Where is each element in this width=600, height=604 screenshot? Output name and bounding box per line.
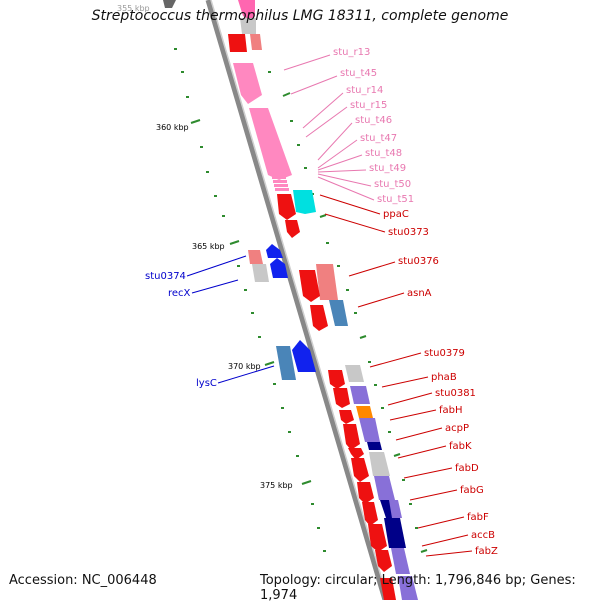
label-stu-t47: stu_t47 [360,133,397,144]
label-recX: recX [168,288,191,299]
gene-acpP [359,418,380,442]
label-phaB: phaB [431,372,457,383]
gene-fabD-red [351,458,369,482]
gene-acpP-red [343,424,360,450]
label-fabZ: fabZ [475,546,498,557]
rna-stu-r13 [233,63,262,104]
scale-label-365: 365 kbp [192,242,225,251]
scale-label-375: 375 kbp [260,481,293,490]
gene-fabF-red [362,502,378,526]
scale-label-355: 355 kbp [117,4,150,13]
gene-asnA [329,300,348,326]
label-stu0379: stu0379 [424,348,465,359]
gene-block-top-salmon [250,34,262,50]
scale-labels: 355 kbp 360 kbp 365 kbp 370 kbp 375 kbp [117,4,293,490]
label-lysC: lysC [196,378,217,389]
gene-stu0381 [350,386,370,404]
forward-strand-features [228,0,418,600]
gene-fabH [356,406,373,418]
label-fabK: fabK [449,441,472,452]
page-title: Streptococcus thermophilus LMG 18311, co… [91,8,509,24]
gene-stu0374-gray [252,264,269,282]
gene-stu0379 [345,365,364,382]
accession-text: Accession: NC_006448 [9,573,157,588]
gene-ppaC [293,190,316,214]
gene-accB [384,518,406,548]
gene-top-gray-left [163,0,176,8]
trna-cluster [272,176,289,191]
label-stu-t46: stu_t46 [355,115,392,126]
label-stu0374: stu0374 [145,271,186,282]
scale-label-360: 360 kbp [156,123,189,132]
gene-stu0373b [285,220,300,238]
gene-fabG [374,476,395,500]
label-stu-t51: stu_t51 [377,194,414,205]
left-labels: stu0374 recX lysC [145,271,217,389]
label-stu-t48: stu_t48 [365,148,402,159]
gene-lysC-blue [292,340,316,372]
gene-stu0374 [248,250,263,264]
gene-bottom-purple [398,576,418,600]
gene-recX-b [270,258,288,278]
gene-fabG-red [357,482,374,504]
label-stu-t45: stu_t45 [340,68,377,79]
label-stu-r15: stu_r15 [350,100,387,111]
gene-fabK [367,442,382,450]
gene-phaB [328,370,345,389]
label-stu0381: stu0381 [435,388,476,399]
gene-recX [266,244,283,258]
label-stu0376: stu0376 [398,256,439,267]
label-fabD: fabD [455,463,479,474]
gene-fabK-red [348,448,364,460]
gene-lysC [276,346,296,380]
gene-bottom-red [380,578,396,600]
gene-block-top-red [228,34,247,52]
label-stu0373: stu0373 [388,227,429,238]
gene-stu0373 [277,194,296,220]
label-fabG: fabG [460,485,484,496]
right-leader-lines [283,54,473,557]
reverse-strand-features [163,0,316,380]
label-accB: accB [471,530,495,541]
gene-stu0376-red [299,270,320,302]
gene-accB-red [368,524,387,552]
scale-label-370: 370 kbp [228,362,261,371]
left-leader-lines [186,255,275,384]
gene-block-top-pink [238,0,255,20]
gene-fabH-red [339,410,354,424]
gene-stu0381-red [333,388,350,408]
gene-fabZ [391,548,410,574]
label-stu-t50: stu_t50 [374,179,411,190]
topology-text: Topology: circular; Length: 1,796,846 bp… [260,573,576,603]
label-stu-r14: stu_r14 [346,85,383,96]
label-fabH: fabH [439,405,463,416]
label-asnA: asnA [407,288,432,299]
gene-stu0376 [316,264,338,300]
right-labels: stu_r13 stu_t45 stu_r14 stu_r15 stu_t46 … [333,47,498,557]
label-fabF: fabF [467,512,489,523]
gene-fabZ-red [375,550,392,572]
gene-fabD [369,452,390,476]
genome-backbone [205,0,388,601]
gene-asnA-red [310,305,328,331]
label-acpP: acpP [445,423,469,434]
genome-backbone-highlight [210,0,389,601]
label-stu-t49: stu_t49 [369,163,406,174]
gene-fabF [389,500,402,518]
rna-stu-r14 [249,108,292,180]
gene-block-top-gray [240,18,256,34]
label-ppaC: ppaC [383,209,409,220]
label-stu-r13: stu_r13 [333,47,370,58]
